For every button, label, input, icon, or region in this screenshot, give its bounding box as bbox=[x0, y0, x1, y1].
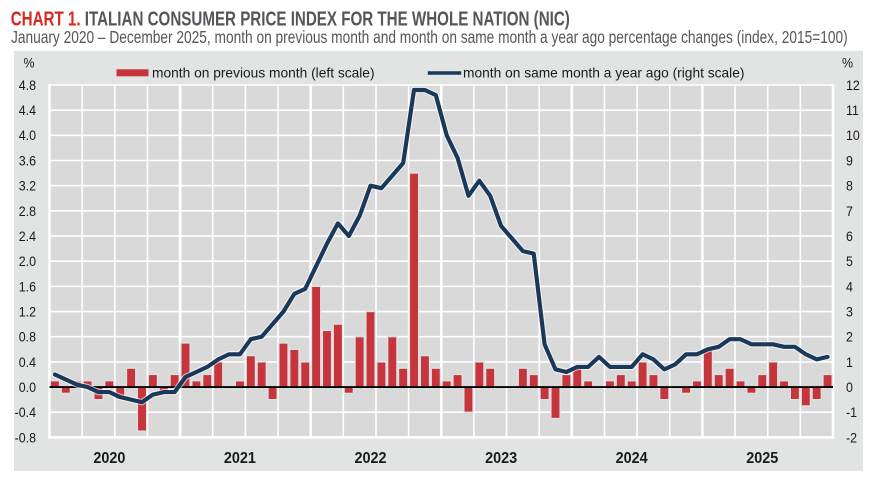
svg-text:3: 3 bbox=[846, 304, 853, 320]
svg-text:2.0: 2.0 bbox=[19, 254, 36, 270]
svg-text:11: 11 bbox=[846, 103, 859, 119]
svg-text:-1: -1 bbox=[846, 405, 857, 421]
svg-text:%: % bbox=[23, 55, 34, 71]
svg-text:month on previous month (left: month on previous month (left scale) bbox=[152, 65, 375, 80]
svg-text:month on same month a year ago: month on same month a year ago (right sc… bbox=[463, 65, 744, 80]
svg-text:2.8: 2.8 bbox=[19, 203, 36, 219]
svg-text:2024: 2024 bbox=[616, 449, 649, 467]
svg-text:2: 2 bbox=[846, 329, 853, 345]
svg-text:2025: 2025 bbox=[746, 449, 778, 467]
svg-text:8: 8 bbox=[846, 178, 853, 194]
svg-text:3.2: 3.2 bbox=[19, 178, 36, 194]
svg-text:4.8: 4.8 bbox=[19, 77, 36, 93]
svg-text:7: 7 bbox=[846, 203, 853, 219]
svg-text:1.6: 1.6 bbox=[19, 279, 36, 295]
svg-text:4.0: 4.0 bbox=[19, 128, 36, 144]
svg-text:0.0: 0.0 bbox=[19, 379, 36, 395]
svg-text:0.4: 0.4 bbox=[19, 354, 36, 370]
svg-text:2021: 2021 bbox=[224, 449, 256, 467]
svg-text:1: 1 bbox=[846, 354, 853, 370]
svg-text:4: 4 bbox=[846, 279, 853, 295]
svg-text:0.8: 0.8 bbox=[19, 329, 36, 345]
svg-text:2023: 2023 bbox=[485, 449, 517, 467]
svg-text:10: 10 bbox=[846, 128, 860, 144]
svg-text:5: 5 bbox=[846, 254, 853, 270]
svg-text:3.6: 3.6 bbox=[19, 153, 36, 169]
svg-text:2020: 2020 bbox=[93, 449, 125, 467]
svg-text:1.2: 1.2 bbox=[19, 304, 36, 320]
svg-text:2022: 2022 bbox=[355, 449, 387, 467]
svg-text:%: % bbox=[842, 55, 853, 71]
svg-text:12: 12 bbox=[846, 77, 860, 93]
svg-text:-0.4: -0.4 bbox=[15, 405, 36, 421]
svg-text:-0.8: -0.8 bbox=[15, 430, 36, 446]
svg-text:-2: -2 bbox=[846, 430, 857, 446]
svg-text:CHART 1. ITALIAN CONSUMER PRIC: CHART 1. ITALIAN CONSUMER PRICE INDEX FO… bbox=[11, 7, 570, 30]
svg-text:January 2020 – December 2025,: January 2020 – December 2025, month on p… bbox=[11, 29, 848, 48]
svg-text:2.4: 2.4 bbox=[19, 228, 36, 244]
svg-text:0: 0 bbox=[846, 379, 853, 395]
svg-text:9: 9 bbox=[846, 153, 853, 169]
svg-text:6: 6 bbox=[846, 228, 853, 244]
svg-text:4.4: 4.4 bbox=[19, 103, 36, 119]
